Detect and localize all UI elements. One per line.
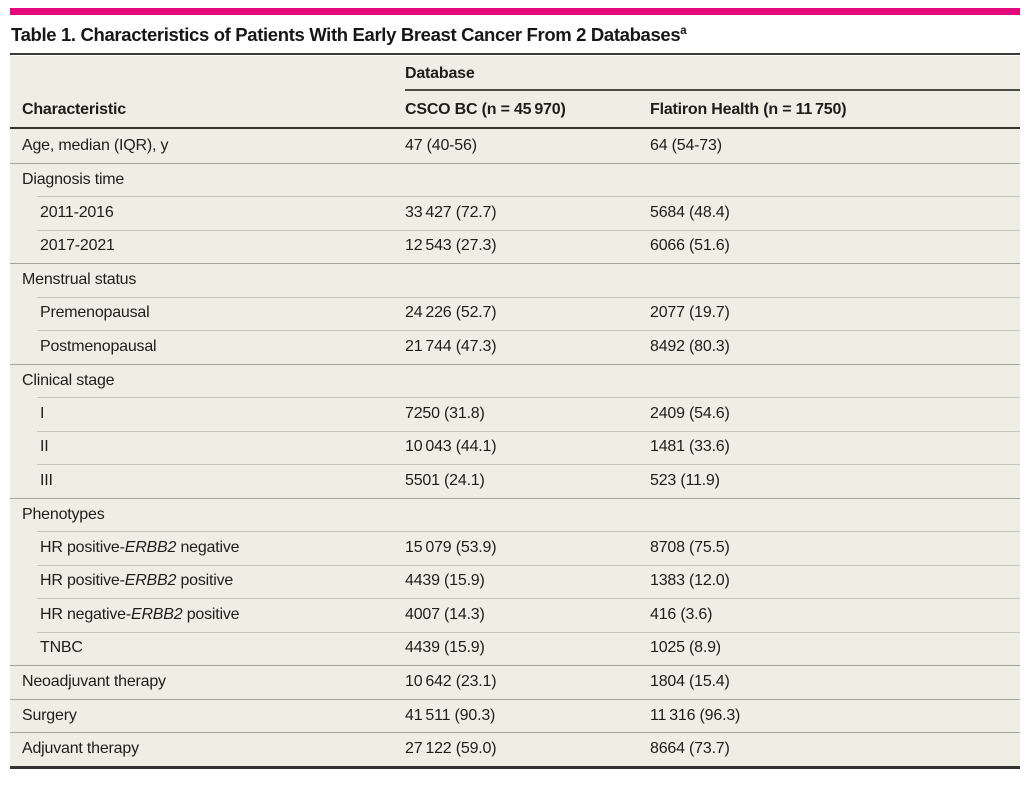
accent-bar (10, 8, 1020, 15)
csco-value: 4007 (14.3) (405, 605, 485, 623)
table-row: 2011-2016 33 427 (72.7) 5684 (48.4) (10, 196, 1020, 230)
table-row: Surgery 41 511 (90.3) 11 316 (96.3) (10, 698, 1020, 733)
row-label: Clinical stage (22, 371, 115, 389)
csco-value: 15 079 (53.9) (405, 538, 497, 556)
table-body: Age, median (IQR), y 47 (40-56) 64 (54-73)… (10, 129, 1020, 766)
row-label: HR negative-ERBB2 positive (40, 605, 240, 623)
row-label: II (40, 438, 49, 456)
csco-value: 10 642 (23.1) (405, 673, 497, 691)
table-row: HR negative-ERBB2 positive 4007 (14.3) 416… (10, 598, 1020, 632)
column-header-flatiron: Flatiron Health (n = 11 750) (650, 101, 847, 118)
csco-value: 24 226 (52.7) (405, 304, 497, 322)
table-row: III 5501 (24.1) 523 (11.9) (10, 464, 1020, 498)
table-row: Adjuvant therapy 27 122 (59.0) 8664 (73.7) (10, 732, 1020, 766)
flatiron-value: 5684 (48.4) (650, 203, 730, 221)
row-label: Premenopausal (40, 304, 150, 322)
table-row: Postmenopausal 21 744 (47.3) 8492 (80.3) (10, 330, 1020, 364)
row-label: Phenotypes (22, 505, 105, 523)
section-row: Phenotypes (10, 497, 1020, 532)
table-title-text: Table 1. Characteristics of Patients Wit… (11, 24, 681, 45)
table-row: I 7250 (31.8) 2409 (54.6) (10, 397, 1020, 431)
row-label: 2011-2016 (40, 203, 114, 221)
section-row: Diagnosis time (10, 162, 1020, 197)
row-label: I (40, 404, 45, 422)
flatiron-value: 1804 (15.4) (650, 673, 730, 691)
title-rule (10, 53, 1020, 55)
row-label: Surgery (22, 706, 77, 724)
flatiron-value: 11 316 (96.3) (650, 706, 741, 724)
section-row: Menstrual status (10, 263, 1020, 297)
flatiron-value: 64 (54-73) (650, 136, 722, 154)
flatiron-value: 8664 (73.7) (650, 740, 730, 758)
csco-value: 4439 (15.9) (405, 639, 485, 657)
flatiron-value: 6066 (51.6) (650, 237, 730, 255)
table-header-row: Characteristic CSCO BC (n = 45 970) Flat… (10, 91, 1020, 129)
csco-value: 27 122 (59.0) (405, 740, 497, 758)
table-row: HR positive-ERBB2 positive 4439 (15.9) 138… (10, 564, 1020, 599)
column-group-row: Database (10, 56, 1020, 91)
row-label: HR positive-ERBB2 negative (40, 538, 240, 556)
footnote-marker: a (680, 24, 687, 37)
table-row: TNBC 4439 (15.9) 1025 (8.9) (10, 631, 1020, 666)
flatiron-value: 2077 (19.7) (650, 304, 730, 322)
row-label: Age, median (IQR), y (22, 136, 169, 154)
row-label: TNBC (40, 639, 83, 657)
section-row: Clinical stage (10, 363, 1020, 398)
table-row: Age, median (IQR), y 47 (40-56) 64 (54-73) (10, 129, 1020, 163)
table-title: Table 1. Characteristics of Patients Wit… (11, 22, 1020, 48)
csco-value: 33 427 (72.7) (405, 203, 497, 221)
flatiron-value: 8708 (75.5) (650, 538, 730, 556)
row-label: Menstrual status (22, 271, 137, 289)
table-row: II 10 043 (44.1) 1481 (33.6) (10, 430, 1020, 465)
column-header-csco: CSCO BC (n = 45 970) (405, 101, 566, 118)
flatiron-value: 1025 (8.9) (650, 639, 721, 657)
row-label: Diagnosis time (22, 170, 125, 188)
csco-value: 21 744 (47.3) (405, 337, 497, 355)
row-label: Neoadjuvant therapy (22, 673, 166, 691)
column-header-characteristic: Characteristic (22, 101, 126, 118)
row-label: Adjuvant therapy (22, 740, 139, 758)
table-row: Premenopausal 24 226 (52.7) 2077 (19.7) (10, 296, 1020, 331)
csco-value: 12 543 (27.3) (405, 237, 497, 255)
flatiron-value: 416 (3.6) (650, 605, 713, 623)
page: Table 1. Characteristics of Patients Wit… (0, 8, 1033, 769)
csco-value: 10 043 (44.1) (405, 438, 497, 456)
row-label: III (40, 471, 53, 489)
characteristics-table: Database Characteristic CSCO BC (n = 45 … (10, 56, 1020, 769)
row-label: HR positive-ERBB2 positive (40, 572, 234, 590)
column-group-header: Database (405, 65, 1020, 91)
row-label: 2017-2021 (40, 237, 115, 255)
csco-value: 7250 (31.8) (405, 404, 485, 422)
flatiron-value: 523 (11.9) (650, 471, 720, 489)
flatiron-value: 2409 (54.6) (650, 404, 730, 422)
flatiron-value: 1481 (33.6) (650, 438, 730, 456)
csco-value: 4439 (15.9) (405, 572, 485, 590)
row-label: Postmenopausal (40, 337, 157, 355)
table-row: 2017-2021 12 543 (27.3) 6066 (51.6) (10, 229, 1020, 264)
csco-value: 5501 (24.1) (405, 471, 485, 489)
csco-value: 47 (40-56) (405, 136, 477, 154)
flatiron-value: 1383 (12.0) (650, 572, 730, 590)
table-row: Neoadjuvant therapy 10 642 (23.1) 1804 (15… (10, 665, 1020, 699)
flatiron-value: 8492 (80.3) (650, 337, 730, 355)
csco-value: 41 511 (90.3) (405, 706, 496, 724)
table-row: HR positive-ERBB2 negative 15 079 (53.9) 8… (10, 531, 1020, 565)
